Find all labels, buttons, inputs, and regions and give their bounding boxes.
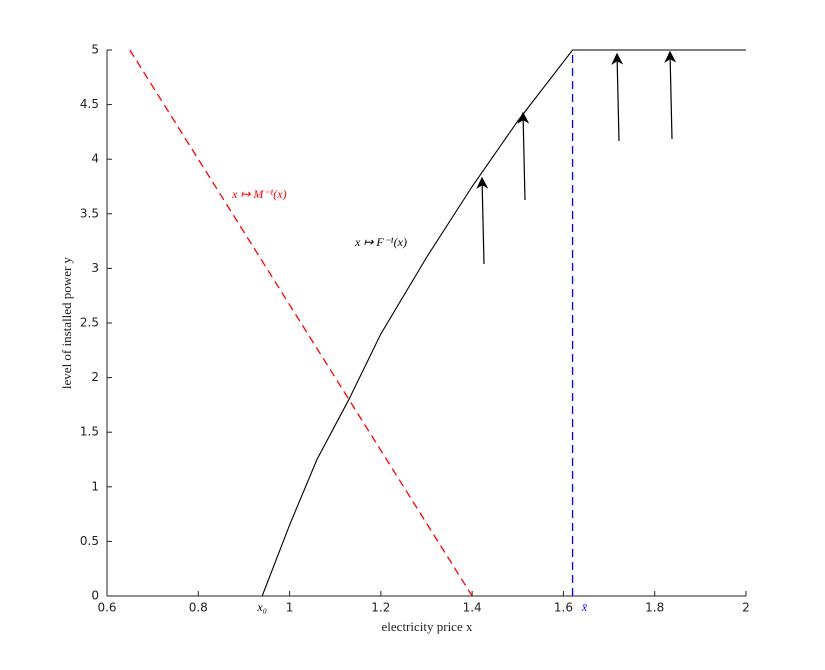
arrow	[517, 111, 530, 201]
y-tick-label: 0.5	[80, 534, 99, 548]
x-tick-label: 1.4	[463, 601, 482, 615]
y-tick-label: 0	[91, 589, 99, 603]
x-tick-label: 1.2	[371, 601, 390, 615]
series-line	[129, 49, 473, 597]
x-tick-label: 1.6	[554, 601, 573, 615]
x-tick-label: 2	[742, 601, 750, 615]
y-tick-label: 4	[91, 152, 99, 166]
x-tick-label: 0.6	[97, 601, 116, 615]
x-tick-label: 1.8	[645, 601, 664, 615]
y-tick-label: 4.5	[80, 97, 99, 111]
y-tick-label: 3.5	[80, 206, 99, 220]
x-marker-label: x̄	[581, 600, 588, 614]
arrow	[476, 176, 489, 265]
arrows	[476, 50, 677, 265]
arrow	[664, 50, 677, 140]
arrow	[611, 52, 624, 142]
x-axis-label: electricity price x	[382, 619, 473, 634]
y-tick-label: 2.5	[80, 316, 99, 330]
x-tick-label: 0.8	[189, 601, 208, 615]
y-axis-label: level of installed power y	[59, 256, 74, 389]
annotation: x ↦ F⁻¹(x)	[354, 235, 407, 249]
y-tick-label: 1.5	[80, 425, 99, 439]
annotation: x ↦ M⁻¹(x)	[231, 187, 287, 201]
y-tick-label: 1	[91, 479, 99, 493]
x-tick-label: 1	[286, 601, 294, 615]
y-tick-label: 5	[91, 43, 99, 57]
x-marker-label: x₀	[256, 600, 267, 614]
y-tick-label: 2	[91, 370, 99, 384]
series-line	[261, 49, 746, 597]
y-tick-label: 3	[91, 261, 99, 275]
